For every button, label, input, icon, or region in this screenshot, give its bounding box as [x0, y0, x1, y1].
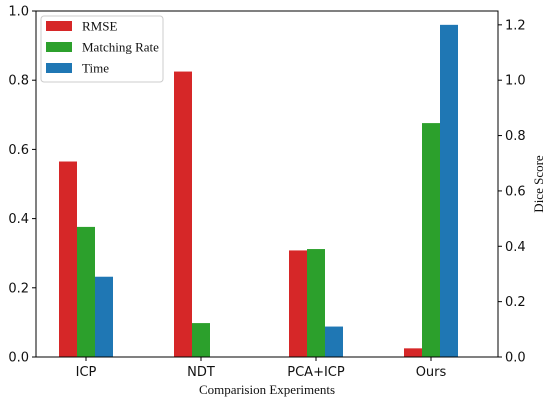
bars-group [59, 24, 458, 358]
left-axis: 0.0 0.2 0.4 0.6 0.8 1.0 [8, 5, 36, 366]
x-tick-label: NDT [187, 365, 215, 380]
right-tick-label: 1.0 [505, 74, 526, 89]
legend-swatch-matching-rate [46, 42, 72, 52]
bar-time-icp [95, 276, 113, 357]
bar-matching-rate-icp [77, 226, 95, 357]
legend-label-rmse: RMSE [82, 19, 117, 34]
bar-matching-rate-pca-icp [307, 249, 325, 357]
right-tick-label: 0.8 [505, 129, 526, 144]
x-tick-label: PCA+ICP [287, 365, 345, 380]
legend-label-time: Time [82, 61, 109, 76]
left-tick-label: 0.6 [8, 143, 29, 158]
bar-rmse-pca-icp [289, 250, 307, 357]
legend: RMSE Matching Rate Time [40, 15, 164, 83]
left-tick-label: 0.8 [8, 74, 29, 89]
left-tick-label: 1.0 [8, 5, 29, 20]
left-tick-label: 0.2 [8, 281, 29, 296]
right-tick-label: 1.2 [505, 18, 526, 33]
legend-swatch-rmse [46, 21, 72, 31]
x-axis-title: Comparision Experiments [199, 382, 335, 397]
x-tick-label: Ours [416, 365, 447, 380]
x-tick-label: ICP [76, 365, 97, 380]
bar-matching-rate-ours [422, 123, 440, 357]
left-tick-label: 0.4 [8, 212, 29, 227]
bar-rmse-ours [404, 348, 422, 357]
bar-matching-rate-ndt [192, 323, 210, 357]
bar-time-pca-icp [325, 326, 343, 357]
bar-rmse-icp [59, 161, 77, 357]
bar-time-ours [440, 24, 458, 358]
right-tick-label: 0.0 [505, 351, 526, 366]
right-tick-label: 0.6 [505, 184, 526, 199]
y2-axis-title: Dice Score [531, 155, 546, 213]
left-tick-label: 0.0 [8, 351, 29, 366]
bar-rmse-ndt [174, 71, 192, 358]
right-tick-label: 0.4 [505, 240, 526, 255]
right-axis: 0.0 0.2 0.4 0.6 0.8 1.0 1.2 [498, 18, 526, 366]
legend-swatch-time [46, 63, 72, 73]
x-axis: ICP NDT PCA+ICP Ours [76, 357, 447, 380]
plot-frame [35, 10, 499, 358]
right-tick-label: 0.2 [505, 295, 526, 310]
legend-label-matching-rate: Matching Rate [82, 40, 159, 55]
